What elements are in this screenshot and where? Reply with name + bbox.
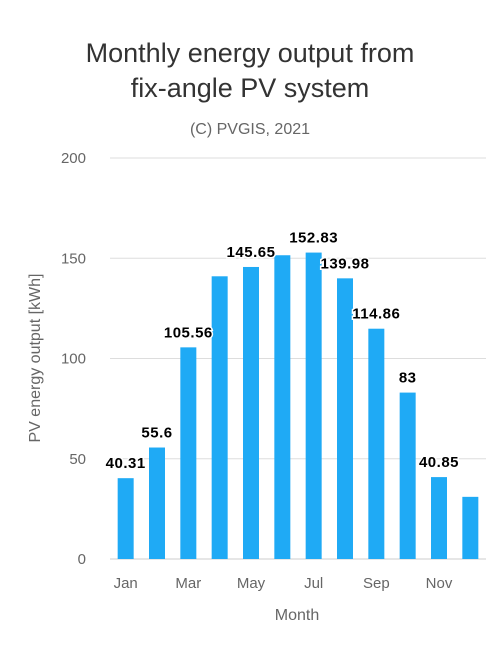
x-tick-label: Jan (114, 575, 138, 592)
data-label: 114.86 (352, 306, 400, 323)
data-label: 145.65 (227, 244, 276, 261)
chart-title-line-2: fix-angle PV system (131, 73, 370, 103)
bars (117, 252, 479, 559)
x-tick-label: Sep (363, 575, 390, 592)
data-label: 83 (399, 370, 417, 387)
x-tick-label: Nov (426, 575, 453, 592)
x-tick-label: May (237, 575, 266, 592)
bar-jul (305, 252, 322, 559)
data-label: 152.83 (289, 230, 338, 247)
y-tick-label: 0 (78, 551, 86, 568)
chart-subtitle: (C) PVGIS, 2021 (190, 121, 310, 138)
data-label: 40.31 (106, 455, 146, 472)
x-tick-label: Mar (175, 575, 201, 592)
bar-mar (180, 347, 197, 559)
x-axis-ticks: Jan Mar May Jul Sep Nov (114, 575, 453, 592)
y-tick-label: 50 (69, 451, 86, 468)
data-label: 55.6 (141, 425, 172, 442)
x-axis-label: Month (275, 607, 319, 624)
data-label: 40.85 (419, 454, 459, 471)
y-tick-label: 100 (61, 351, 86, 368)
y-axis-label: PV energy output [kWh] (27, 274, 44, 443)
bar-sep (368, 328, 385, 559)
bar-jan (117, 478, 134, 559)
y-axis-ticks: 0 50 100 150 200 (61, 150, 86, 568)
data-label: 139.98 (321, 255, 370, 272)
data-label: 105.56 (164, 324, 213, 341)
grid-lines (110, 157, 486, 560)
chart-title-line-1: Monthly energy output from (86, 38, 415, 68)
bar-aug (337, 278, 353, 559)
bar-may (243, 266, 259, 559)
y-tick-label: 200 (61, 150, 86, 167)
bar-feb (149, 447, 165, 559)
bar-apr (211, 276, 228, 559)
bar-oct (399, 392, 416, 559)
data-labels: 40.31 55.6 105.56 145.65 152.83 139.98 114.86 8… (104, 228, 460, 474)
bar-jun (274, 255, 291, 559)
bar-dec (462, 496, 479, 559)
x-tick-label: Jul (304, 575, 323, 592)
y-tick-label: 150 (61, 250, 86, 267)
bar-nov (431, 477, 447, 559)
